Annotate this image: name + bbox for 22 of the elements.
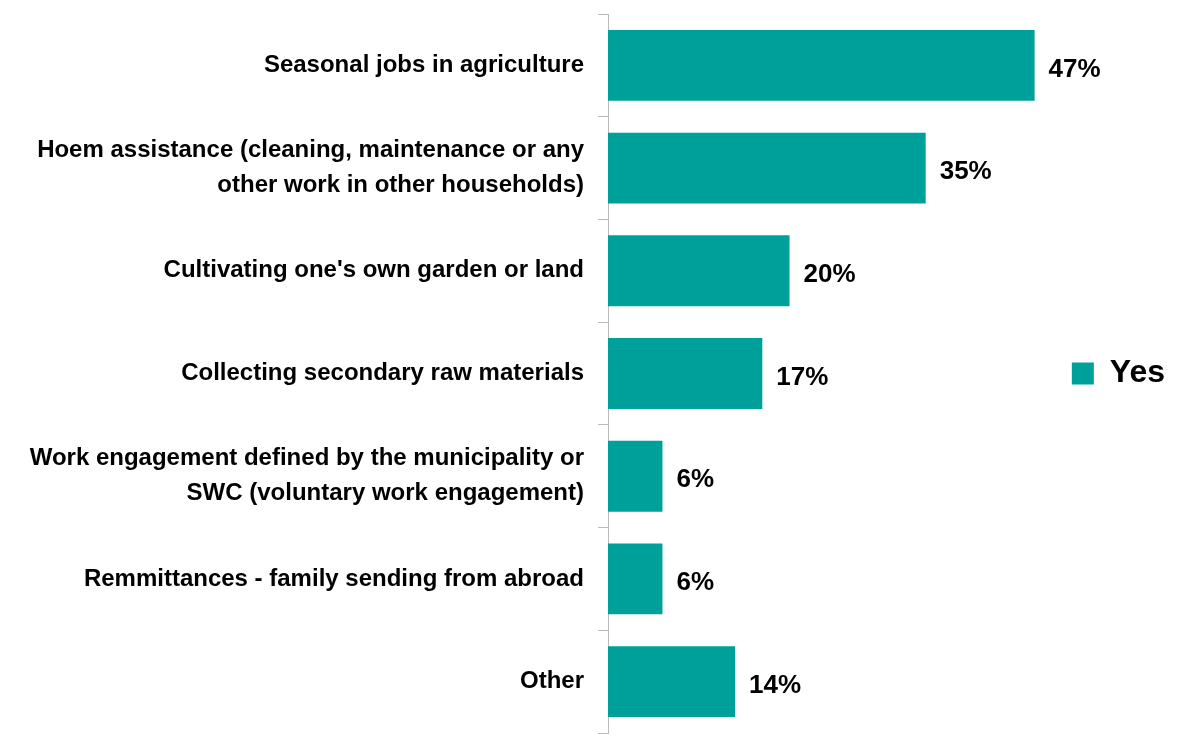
data-label: 17% (776, 360, 829, 391)
bar (608, 235, 790, 307)
data-label: 14% (749, 668, 802, 699)
bar (608, 132, 926, 204)
y-tick-label: Remmittances - family sending from abroad (83, 563, 584, 591)
bar (608, 29, 1035, 101)
y-tick-label: Work engagement defined by the municipality or SWC (voluntary work engagement) (29, 443, 584, 506)
data-label: 35% (939, 155, 992, 186)
bar (608, 338, 763, 409)
data-label: 6% (676, 463, 715, 494)
y-tick-label: Other (519, 666, 584, 694)
y-tick-label: Hoem assistance (cleaning, maintenance or any other work in other households) (37, 135, 585, 198)
data-label: 47% (1048, 52, 1101, 83)
bar (608, 440, 663, 512)
data-label: 20% (803, 257, 856, 288)
y-tick-label: Collecting secondary raw materials (181, 358, 584, 386)
bar (608, 646, 736, 718)
y-tick-label: Cultivating one's own garden or land (163, 255, 584, 283)
legend-label: Yes (1109, 353, 1165, 390)
data-label: 6% (676, 566, 715, 597)
y-tick-label: Seasonal jobs in agriculture (263, 49, 584, 77)
bar (608, 543, 663, 615)
